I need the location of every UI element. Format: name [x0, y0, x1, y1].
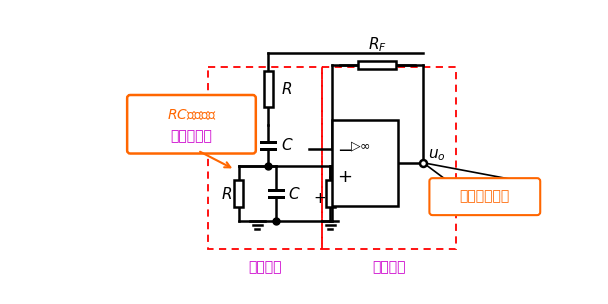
Text: $\triangleright\infty$: $\triangleright\infty$ [350, 140, 371, 154]
Text: $R$: $R$ [281, 81, 292, 97]
Text: $R$: $R$ [221, 185, 232, 202]
Text: 同相比例电路: 同相比例电路 [460, 190, 510, 204]
Bar [325, 180, 335, 207]
Text: $+$: $+$ [337, 168, 351, 186]
Bar [322, 67, 456, 249]
Text: $+$: $+$ [313, 191, 326, 206]
FancyBboxPatch shape [429, 178, 541, 215]
Text: $R_1$: $R_1$ [342, 184, 361, 203]
Bar [234, 180, 243, 207]
Text: 选频网络: 选频网络 [248, 260, 282, 274]
Text: $RC$选频网络: $RC$选频网络 [167, 108, 216, 122]
Text: 放大电路: 放大电路 [372, 260, 406, 274]
Bar [208, 67, 322, 249]
Bar [359, 61, 396, 69]
FancyBboxPatch shape [127, 95, 256, 154]
Text: $R_F$: $R_F$ [368, 36, 387, 54]
Text: $C$: $C$ [281, 137, 293, 154]
Text: $C$: $C$ [288, 185, 301, 202]
Text: $-$: $-$ [337, 140, 351, 158]
Bar [332, 120, 398, 206]
Bar [263, 71, 273, 107]
Text: 正反馈网络: 正反馈网络 [170, 129, 212, 143]
Text: $u_o$: $u_o$ [428, 147, 446, 163]
